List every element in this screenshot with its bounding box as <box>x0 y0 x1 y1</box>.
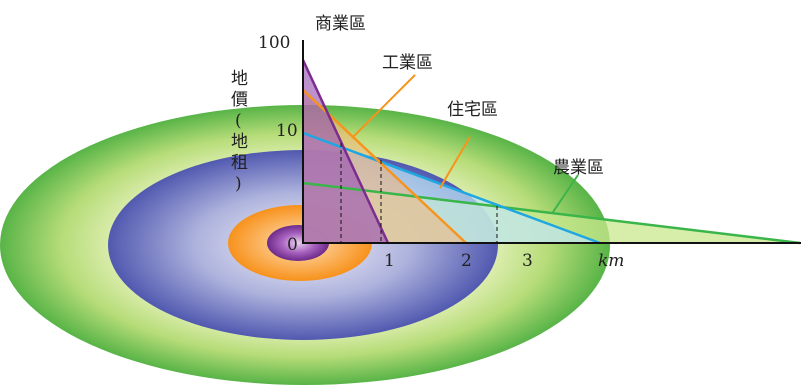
y-label-char: ) <box>235 174 242 194</box>
agricultural-rent-line <box>302 181 801 245</box>
agricultural-leader <box>552 174 579 213</box>
x-tick-1: 1 <box>384 251 395 271</box>
industrial-rent-line <box>302 89 467 244</box>
y-tick-10: 10 <box>276 121 298 141</box>
industrial-leader <box>351 74 416 139</box>
label-industrial: 工業區 <box>382 53 433 73</box>
x-tick-3: 3 <box>522 251 533 271</box>
x-tick-2: 2 <box>461 251 472 271</box>
y-label-char: 租 <box>231 153 248 173</box>
commercial-rent-line <box>301 59 390 244</box>
label-residential: 住宅區 <box>447 100 498 120</box>
y-tick-0: 0 <box>287 235 298 255</box>
y-tick-100: 100 <box>258 33 290 53</box>
y-label-char: ( <box>235 111 242 131</box>
y-label-char: 價 <box>231 90 248 110</box>
y-label-char: 地 <box>231 69 248 89</box>
residential-leader <box>439 136 471 189</box>
residential-rent-line <box>302 131 601 245</box>
x-axis-unit: km <box>598 251 624 271</box>
label-agricultural: 農業區 <box>553 158 604 178</box>
y-axis-label: 地 價 ( 地 租 ) <box>231 69 248 194</box>
y-label-char: 地 <box>231 132 248 152</box>
label-commercial: 商業區 <box>315 14 366 34</box>
